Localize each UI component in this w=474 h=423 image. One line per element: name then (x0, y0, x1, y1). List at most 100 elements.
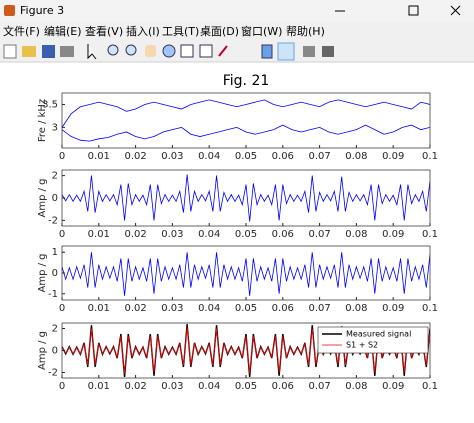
legend-box (317, 326, 429, 354)
tool-print[interactable] (60, 46, 74, 57)
tool-rotate[interactable] (162, 44, 176, 58)
y-tick-label: 3 (52, 122, 58, 133)
tool-open[interactable] (22, 46, 36, 57)
x-tick-label: 0.04 (198, 151, 220, 162)
y-tick-label: 0 (52, 193, 58, 204)
x-tick-label: 0 (59, 151, 65, 162)
y-axis-label: Fre / kHz (37, 99, 48, 142)
x-tick-label: 0.05 (235, 381, 257, 392)
x-tick-label: 0.01 (88, 229, 110, 240)
y-tick-label: 1 (52, 247, 58, 258)
y-tick-label: 3.5 (42, 99, 58, 110)
y-axis-label: Amp / g (37, 253, 48, 292)
y-tick-label: -1 (48, 289, 58, 300)
x-tick-label: 0.02 (124, 381, 146, 392)
menu-item[interactable]: 窗口(W) (241, 24, 282, 38)
tool-brush-color[interactable] (218, 45, 228, 57)
x-tick-label: 0.05 (235, 303, 257, 314)
x-tick-label: 0.09 (382, 381, 404, 392)
x-tick-label: 0.02 (124, 151, 146, 162)
x-tick-label: 0.01 (88, 303, 110, 314)
x-tick-label: 0.07 (308, 303, 330, 314)
x-tick-label: 0.06 (272, 303, 294, 314)
y-axis-label: Amp / g (37, 178, 48, 217)
x-tick-label: 0.03 (161, 151, 183, 162)
y-tick-label: 2 (52, 324, 58, 335)
x-tick-label: 0.07 (308, 229, 330, 240)
x-tick-label: 0.06 (272, 151, 294, 162)
x-tick-label: 0.07 (308, 381, 330, 392)
title-bar (0, 0, 474, 22)
x-tick-label: 0.03 (161, 303, 183, 314)
x-tick-label: 0.08 (345, 381, 367, 392)
menu-item[interactable]: 文件(F) (3, 24, 40, 38)
axes-box (61, 92, 431, 149)
y-tick-label: -2 (48, 215, 58, 226)
legend-label: Measured signal (346, 330, 411, 339)
toolbar (3, 42, 334, 61)
x-tick-label: 0.1 (422, 229, 438, 240)
x-tick-label: 0.06 (272, 381, 294, 392)
axes-box (61, 245, 431, 301)
tool-datatip[interactable] (180, 44, 194, 58)
x-tick-label: 0 (59, 303, 65, 314)
x-tick-label: 0.02 (124, 303, 146, 314)
window-title: Figure 3 (20, 4, 64, 17)
x-tick-label: 0.09 (382, 229, 404, 240)
menu-item[interactable]: 查看(V) (85, 24, 123, 38)
x-tick-label: 0.05 (235, 229, 257, 240)
tool-zoom-out[interactable] (125, 44, 137, 56)
tool-new[interactable] (3, 44, 17, 59)
close-button[interactable] (450, 5, 461, 16)
signal-line (62, 99, 430, 128)
menu-toolbar-area (0, 22, 474, 62)
x-tick-label: 0.01 (88, 381, 110, 392)
tool-colorbar[interactable] (261, 44, 273, 59)
x-tick-label: 0.06 (272, 229, 294, 240)
x-tick-label: 0.04 (198, 381, 220, 392)
x-tick-label: 0.03 (161, 229, 183, 240)
x-tick-label: 0.1 (422, 303, 438, 314)
x-tick-label: 0.09 (382, 303, 404, 314)
y-tick-label: 0 (52, 346, 58, 357)
signal-line (62, 174, 430, 222)
x-tick-label: 0.08 (345, 151, 367, 162)
x-tick-label: 0.09 (382, 151, 404, 162)
tool-save[interactable] (42, 45, 55, 58)
menu-item[interactable]: 帮助(H) (286, 24, 325, 38)
x-tick-label: 0.08 (345, 303, 367, 314)
x-tick-label: 0.02 (124, 229, 146, 240)
x-tick-label: 0 (59, 229, 65, 240)
menu-item[interactable]: 工具(T) (162, 25, 199, 38)
x-tick-label: 0.1 (422, 151, 438, 162)
x-tick-label: 0 (59, 381, 65, 392)
tool-brush[interactable] (199, 44, 213, 58)
x-tick-label: 0.07 (308, 151, 330, 162)
menu-item[interactable]: 编辑(E) (44, 24, 82, 38)
axes-box (61, 169, 431, 227)
y-axis-label: Amp / g (37, 331, 48, 370)
x-tick-label: 0.04 (198, 229, 220, 240)
tool-hide-tools[interactable] (303, 46, 315, 57)
tool-dock[interactable] (322, 46, 334, 57)
y-tick-label: 2 (52, 171, 58, 182)
y-tick-label: -2 (48, 368, 58, 379)
x-tick-label: 0.1 (422, 381, 438, 392)
chart-title: Fig. 21 (223, 73, 270, 89)
app-icon (4, 5, 15, 16)
tool-pan[interactable] (145, 45, 156, 57)
menu-item[interactable]: 桌面(D) (200, 25, 239, 38)
tool-pointer[interactable] (87, 44, 97, 60)
x-tick-label: 0.03 (161, 381, 183, 392)
signal-line (62, 124, 430, 142)
axes-background (62, 93, 430, 148)
tool-legend[interactable] (277, 42, 295, 61)
x-tick-label: 0.01 (88, 151, 110, 162)
y-tick-label: 0 (52, 268, 58, 279)
menu-item[interactable]: 插入(I) (126, 24, 160, 38)
x-tick-label: 0.04 (198, 303, 220, 314)
maximize-button[interactable] (408, 5, 419, 16)
x-tick-label: 0.05 (235, 151, 257, 162)
tool-zoom-in[interactable] (107, 44, 119, 56)
